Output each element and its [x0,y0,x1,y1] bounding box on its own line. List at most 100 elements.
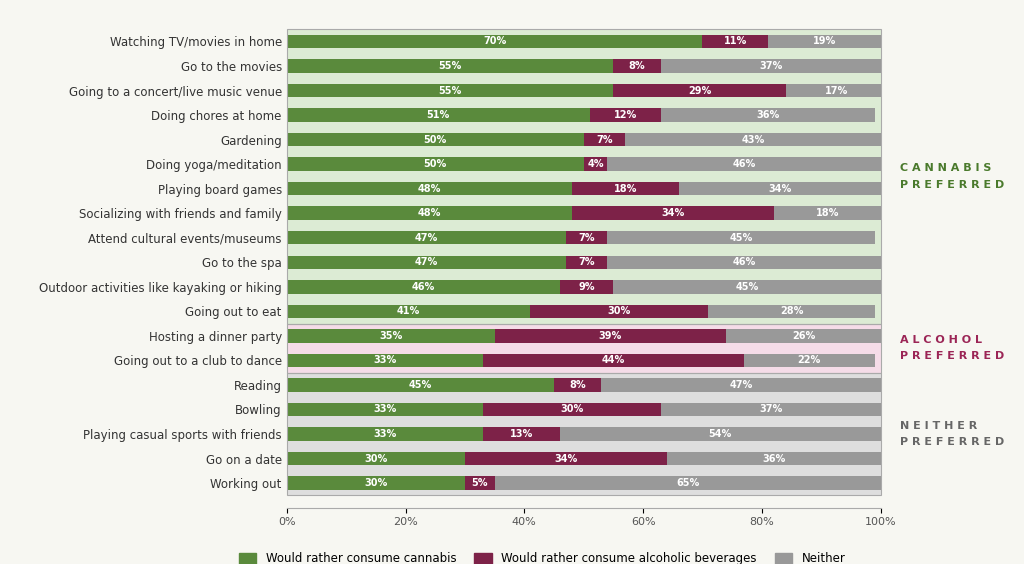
Text: 46%: 46% [732,159,756,169]
Bar [287,354,482,367]
Text: 45%: 45% [409,380,432,390]
Text: 41%: 41% [397,306,420,316]
Bar [287,329,495,342]
Text: 30%: 30% [365,478,387,488]
Text: 18%: 18% [613,184,637,193]
Bar [571,182,679,195]
Text: 51%: 51% [427,110,450,120]
Text: 47%: 47% [729,380,753,390]
Text: 7%: 7% [579,233,595,243]
Text: 34%: 34% [768,184,792,193]
Bar [554,378,601,391]
Bar [287,255,566,269]
Text: 8%: 8% [629,61,645,71]
Text: 33%: 33% [373,404,396,415]
Text: 22%: 22% [798,355,821,365]
Bar [465,477,495,490]
Bar [287,373,881,495]
Text: 50%: 50% [424,135,446,144]
Text: 30%: 30% [560,404,584,415]
Text: 48%: 48% [418,208,441,218]
Bar [287,59,613,73]
Bar [287,29,881,324]
Bar [287,452,465,465]
Text: 55%: 55% [438,86,462,95]
Bar [287,403,482,416]
Text: 46%: 46% [732,257,756,267]
Text: 34%: 34% [662,208,684,218]
Bar [482,354,744,367]
Text: 48%: 48% [418,184,441,193]
Text: 11%: 11% [724,37,746,46]
Text: 37%: 37% [759,61,782,71]
Bar [768,35,881,48]
Bar [287,84,613,97]
Text: 34%: 34% [554,453,578,464]
Bar [482,403,660,416]
Bar [774,206,881,220]
Bar [613,59,660,73]
Bar [287,280,560,293]
Text: 55%: 55% [438,61,462,71]
Bar [482,428,560,440]
Bar [287,35,702,48]
Bar [785,84,887,97]
Text: 70%: 70% [483,37,506,46]
Bar [626,133,881,146]
Text: A L C O H O L
P R E F E R R E D: A L C O H O L P R E F E R R E D [900,335,1005,362]
Bar [287,206,571,220]
Bar [744,354,874,367]
Text: 50%: 50% [424,159,446,169]
Bar [607,157,881,171]
Text: 30%: 30% [607,306,631,316]
Text: 9%: 9% [579,282,595,292]
Bar [679,182,881,195]
Text: 30%: 30% [365,453,387,464]
Text: C A N N A B I S
P R E F E R R E D: C A N N A B I S P R E F E R R E D [900,163,1005,190]
Text: 26%: 26% [792,331,815,341]
Bar [660,108,874,122]
Bar [584,157,607,171]
Text: 44%: 44% [602,355,625,365]
Bar [287,231,566,244]
Bar [287,133,584,146]
Bar [287,324,881,373]
Bar [566,255,607,269]
Text: 33%: 33% [373,355,396,365]
Text: 5%: 5% [471,478,488,488]
Bar [287,182,571,195]
Bar [287,477,465,490]
Bar [287,29,881,324]
Text: 43%: 43% [741,135,765,144]
Text: 18%: 18% [815,208,839,218]
Bar [660,403,881,416]
Text: N E I T H E R
P R E F E R R E D: N E I T H E R P R E F E R R E D [900,421,1005,447]
Bar [287,157,584,171]
Bar [702,35,768,48]
Text: 19%: 19% [813,37,836,46]
Bar [287,378,554,391]
Bar [530,305,709,318]
Text: 8%: 8% [569,380,586,390]
Text: 7%: 7% [596,135,612,144]
Bar [590,108,660,122]
Bar [613,280,881,293]
Text: 17%: 17% [824,86,848,95]
Bar [287,305,530,318]
Bar [584,133,626,146]
Text: 54%: 54% [709,429,732,439]
Bar [495,477,881,490]
Text: 65%: 65% [676,478,699,488]
Bar [607,231,874,244]
Bar [287,324,881,373]
Text: 35%: 35% [379,331,402,341]
Text: 45%: 45% [735,282,759,292]
Text: 12%: 12% [613,110,637,120]
Text: 45%: 45% [729,233,753,243]
Bar [287,428,482,440]
Bar [726,329,881,342]
Text: 47%: 47% [415,233,438,243]
Bar [560,428,881,440]
Bar [571,206,774,220]
Bar [287,108,590,122]
